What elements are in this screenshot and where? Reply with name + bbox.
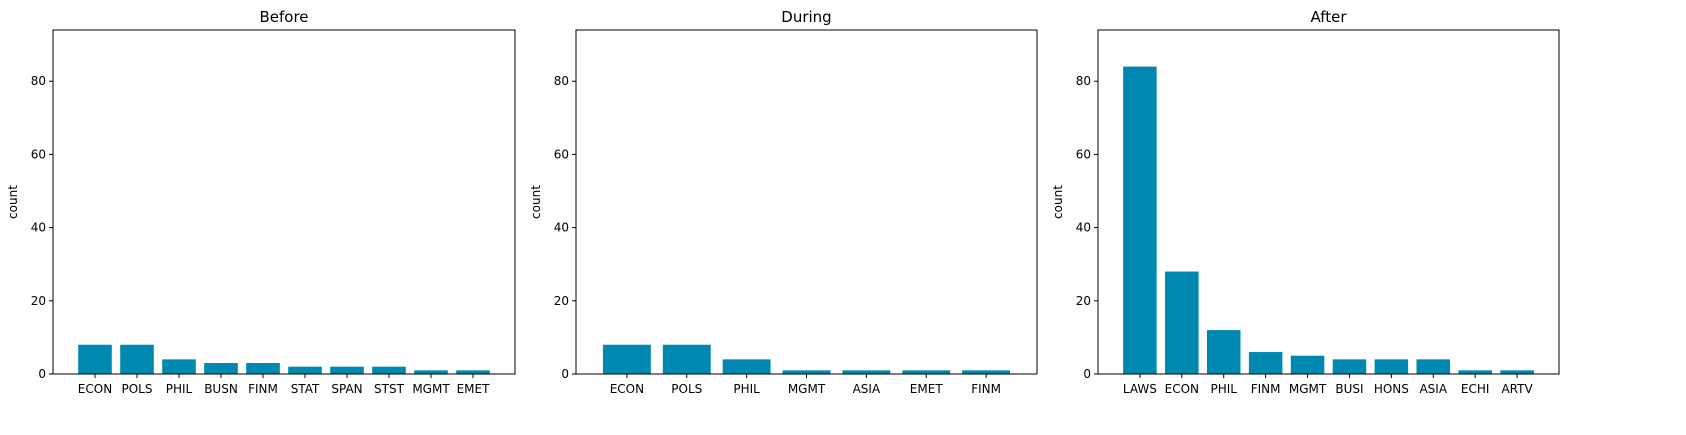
y-axis-label: count <box>529 185 543 219</box>
bar-phil <box>162 359 196 374</box>
chart-panel-during: 0 20 40 60 80 ECON POLS PHIL MGMT ASIA EMET FINM Dur… <box>529 8 1038 396</box>
x-tick-label-laws: LAWS <box>1123 382 1157 396</box>
x-tick-label-finm: FINM <box>1251 382 1281 396</box>
bar-mgmt <box>414 370 448 374</box>
bar-busi <box>1332 359 1367 374</box>
x-tick-label-econ: ECON <box>1165 382 1199 396</box>
x-tick-label-busi: BUSI <box>1335 382 1363 396</box>
bar-emet <box>902 370 951 374</box>
bar-asia <box>842 370 891 374</box>
y-axis-label: count <box>1051 185 1065 219</box>
y-tick-label: 20 <box>1076 294 1091 308</box>
bar-econ <box>1165 271 1199 374</box>
x-tick-label-stst: STST <box>374 382 405 396</box>
bar-stst <box>372 366 406 374</box>
y-tick-label: 80 <box>31 74 46 88</box>
x-tick-label-phil: PHIL <box>166 382 193 396</box>
y-tick-label: 0 <box>1083 367 1091 381</box>
x-tick-label-phil: PHIL <box>733 382 760 396</box>
bar-span <box>330 366 364 374</box>
x-tick-label-econ: ECON <box>610 382 644 396</box>
x-tick-label-asia: ASIA <box>853 382 881 396</box>
x-tick-label-mgmt: MGMT <box>412 382 450 396</box>
bar-busn <box>204 363 238 374</box>
y-tick-label: 20 <box>554 294 569 308</box>
axes-frame <box>1097 29 1560 375</box>
y-tick-label: 0 <box>38 367 46 381</box>
bar-finm <box>246 363 280 374</box>
x-tick-label-finm: FINM <box>248 382 278 396</box>
y-tick-label: 40 <box>31 221 46 235</box>
bar-pols <box>662 344 711 374</box>
x-tick-label-mgmt: MGMT <box>1289 382 1327 396</box>
y-tick-label: 60 <box>1076 147 1091 161</box>
bar-hons <box>1374 359 1409 374</box>
x-tick-label-asia: ASIA <box>1419 382 1447 396</box>
bar-mgmt <box>782 370 831 374</box>
bar-econ <box>602 344 651 374</box>
bar-pols <box>120 344 154 374</box>
axes-frame <box>52 29 516 375</box>
y-axis-label: count <box>6 185 20 219</box>
bar-echi <box>1458 370 1492 374</box>
bar-artv <box>1500 370 1534 374</box>
x-tick-label-echi: ECHI <box>1461 382 1490 396</box>
chart-title: During <box>781 8 831 26</box>
bar-phil <box>722 359 771 374</box>
y-tick-label: 80 <box>1076 74 1091 88</box>
bar-emet <box>456 370 490 374</box>
axes-frame <box>575 29 1038 375</box>
y-tick-label: 20 <box>31 294 46 308</box>
y-tick-label: 40 <box>1076 221 1091 235</box>
y-tick-label: 0 <box>561 367 569 381</box>
chart-title: After <box>1310 8 1347 26</box>
chart-title: Before <box>259 8 308 26</box>
x-tick-label-span: SPAN <box>331 382 362 396</box>
x-tick-label-econ: ECON <box>78 382 112 396</box>
x-tick-label-pols: POLS <box>122 382 153 396</box>
bar-phil <box>1206 330 1241 374</box>
x-tick-label-hons: HONS <box>1374 382 1409 396</box>
x-tick-label-stat: STAT <box>291 382 320 396</box>
y-tick-label: 80 <box>554 74 569 88</box>
bar-mgmt <box>1290 355 1325 374</box>
bar-asia <box>1416 359 1451 374</box>
x-tick-label-pols: POLS <box>671 382 702 396</box>
x-tick-label-busn: BUSN <box>204 382 238 396</box>
bar-stat <box>288 366 322 374</box>
chart-panel-after: 0 20 40 60 80 LAWS ECON PHIL FINM MGMT BUSI HONS ASI… <box>1051 8 1560 396</box>
y-tick-label: 60 <box>31 147 46 161</box>
x-tick-label-emet: EMET <box>457 382 491 396</box>
x-tick-label-artv: ARTV <box>1501 382 1533 396</box>
x-tick-label-emet: EMET <box>910 382 944 396</box>
y-tick-label: 60 <box>554 147 569 161</box>
bar-econ <box>78 344 112 374</box>
bar-finm <box>1248 352 1283 374</box>
bar-laws <box>1123 66 1157 375</box>
y-tick-label: 40 <box>554 221 569 235</box>
chart-panel-before: 0 20 40 60 80 ECON POLS PHIL BUSN FINM STAT SPAN STS… <box>6 8 516 396</box>
x-tick-label-mgmt: MGMT <box>788 382 826 396</box>
bar-finm <box>962 370 1011 374</box>
x-tick-label-finm: FINM <box>971 382 1001 396</box>
x-tick-label-phil: PHIL <box>1210 382 1237 396</box>
